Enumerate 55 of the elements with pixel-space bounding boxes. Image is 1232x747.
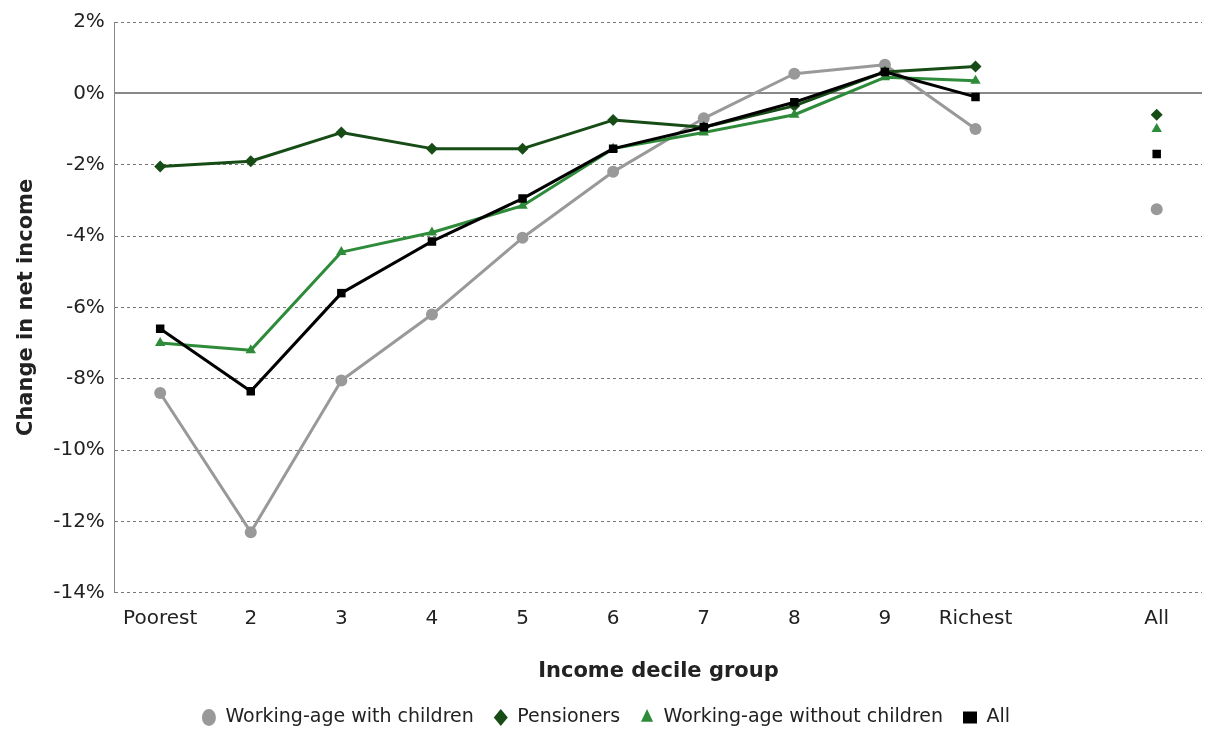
y-tick-label: -8% <box>65 364 105 389</box>
point <box>154 160 167 173</box>
point <box>335 374 348 387</box>
legend-label: Working-age with children <box>225 704 474 727</box>
y-axis-title: Change in net income <box>13 178 38 437</box>
x-tick-label: 7 <box>697 605 711 629</box>
legend-label: Working-age without children <box>663 704 944 727</box>
point <box>516 231 529 244</box>
point <box>788 67 801 80</box>
point <box>607 165 620 178</box>
point <box>244 155 257 168</box>
y-tick-label: -2% <box>65 150 105 175</box>
point <box>969 123 982 136</box>
point <box>971 92 980 102</box>
point <box>245 344 256 354</box>
point <box>1151 123 1162 133</box>
point <box>425 308 438 321</box>
point <box>154 387 167 400</box>
x-tick-label: 3 <box>334 605 348 629</box>
point <box>789 108 800 118</box>
legend-label: All <box>986 704 1011 727</box>
x-tick-label: 4 <box>425 605 439 629</box>
y-tick-label: 2% <box>73 8 105 33</box>
y-tick-label: -14% <box>53 579 105 603</box>
y-tick-label: -6% <box>65 293 105 318</box>
x-axis-title: Income decile group <box>538 657 779 682</box>
y-tick-label: -12% <box>53 507 105 532</box>
y-tick-label: -10% <box>53 436 105 461</box>
point <box>518 194 527 203</box>
point <box>427 237 437 246</box>
point <box>337 288 346 298</box>
point <box>244 526 257 539</box>
legend-label: Pensioners <box>517 704 621 727</box>
y-tick-label: -4% <box>65 222 105 247</box>
x-tick-label: Richest <box>938 605 1013 629</box>
point <box>1150 203 1163 216</box>
x-tick-label: 2 <box>244 605 258 629</box>
y-tick-label: 0% <box>73 79 105 104</box>
x-tick-label: 8 <box>787 605 801 629</box>
point <box>154 337 166 347</box>
point <box>336 246 347 256</box>
point <box>426 226 438 236</box>
point <box>516 142 529 155</box>
x-tick-label: Poorest <box>123 605 198 629</box>
point <box>970 74 981 84</box>
point <box>335 126 348 139</box>
point <box>1150 108 1163 121</box>
x-tick-label: 5 <box>516 605 529 629</box>
point <box>425 142 438 155</box>
x-tick-label: All <box>1144 605 1170 629</box>
point <box>1152 149 1161 159</box>
x-tick-label: 9 <box>878 605 892 629</box>
point <box>969 60 982 73</box>
point <box>790 98 799 107</box>
x-tick-label: 6 <box>606 605 620 629</box>
